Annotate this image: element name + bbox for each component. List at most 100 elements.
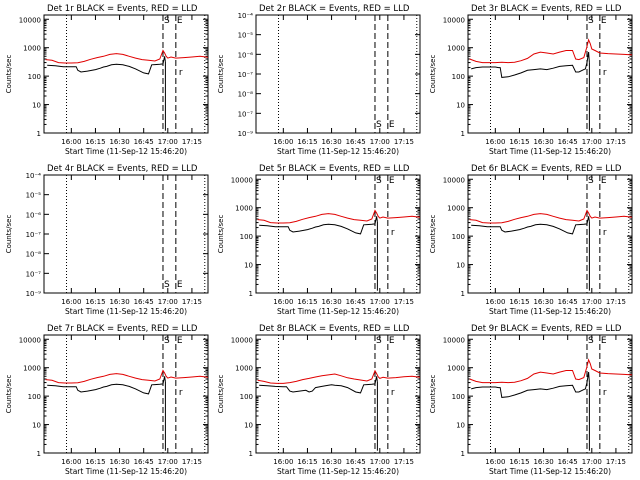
x-tick-label: 17:00 [158, 138, 178, 146]
y-tick-label: 1 [461, 290, 465, 298]
x-tick-label: 16:15 [85, 298, 105, 306]
lld-series-line [469, 358, 633, 384]
y-tick-label: 10000 [231, 336, 253, 344]
y-tick-label: 100 [452, 73, 465, 81]
x-tick-label: 17:15 [394, 298, 414, 306]
x-tick-label: 16:00 [61, 138, 81, 146]
plot-frame [43, 14, 209, 134]
y-tick-label: 10⁻⁷ [238, 71, 254, 79]
y-tick-label: 10 [456, 422, 465, 430]
lld-series-line [469, 38, 633, 64]
y-tick-label: 10⁻⁷ [26, 270, 42, 278]
y-tick-label: 100 [28, 393, 41, 401]
x-tick-label: 17:00 [370, 458, 390, 466]
marker-r-label: r [603, 388, 607, 398]
x-tick-label: 17:00 [158, 458, 178, 466]
x-axis-label: Start Time (11-Sep-12 15:46:20) [489, 467, 611, 476]
lld-series-line [469, 209, 633, 224]
marker-s-label: S [164, 280, 170, 290]
lld-series-line [257, 209, 421, 224]
y-tick-label: 1000 [447, 365, 465, 373]
events-series-line [259, 376, 378, 394]
panel-title: Det 4r BLACK = Events, RED = LLD [47, 164, 198, 174]
marker-s-label: S [164, 16, 170, 26]
events-series-line [471, 216, 590, 235]
panel-title: Det 6r BLACK = Events, RED = LLD [471, 164, 622, 174]
panel-2: Det 2r BLACK = Events, RED = LLD Counts/s… [217, 4, 421, 156]
x-tick-label: 16:30 [109, 138, 129, 146]
marker-r-label: r [391, 228, 395, 238]
y-tick-label: 100 [240, 393, 253, 401]
y-tick-label: 100 [240, 233, 253, 241]
panel-4: Det 4r BLACK = Events, RED = LLD Counts/s… [5, 164, 209, 316]
y-tick-label: 10⁻⁵ [238, 32, 254, 40]
x-tick-label: 16:00 [485, 138, 505, 146]
marker-e-label: E [601, 336, 607, 346]
marker-r-label: r [179, 388, 183, 398]
x-tick-label: 16:15 [297, 138, 317, 146]
y-tick-label: 100 [28, 73, 41, 81]
y-tick-label: 10⁻⁸ [238, 91, 254, 99]
panel-9: Det 9r BLACK = Events, RED = LLD Counts/s… [429, 324, 633, 476]
x-tick-label: 16:45 [558, 458, 578, 466]
panel-5: Det 5r BLACK = Events, RED = LLD Counts/s… [217, 164, 421, 316]
panel-title: Det 8r BLACK = Events, RED = LLD [259, 324, 410, 334]
events-series-line [471, 372, 590, 398]
y-tick-label: 10000 [19, 16, 41, 24]
y-tick-label: 10000 [443, 176, 465, 184]
marker-e-label: E [177, 280, 183, 290]
x-tick-label: 17:00 [370, 298, 390, 306]
marker-s-label: S [588, 16, 594, 26]
plot-frame [43, 334, 209, 454]
y-tick-label: 10⁻⁸ [26, 251, 42, 259]
marker-r-label: r [179, 68, 183, 78]
x-tick-label: 16:30 [321, 458, 341, 466]
panel-title: Det 5r BLACK = Events, RED = LLD [259, 164, 410, 174]
y-axis-label: Counts/sec [217, 55, 225, 94]
plot-frame [255, 14, 421, 134]
y-tick-label: 1000 [235, 365, 253, 373]
x-tick-label: 17:15 [182, 458, 202, 466]
panel-title: Det 2r BLACK = Events, RED = LLD [259, 4, 410, 14]
y-tick-label: 1000 [23, 365, 41, 373]
marker-e-label: E [389, 176, 395, 186]
y-tick-label: 1000 [23, 45, 41, 53]
y-tick-label: 10⁻⁵ [26, 192, 42, 200]
lld-series-line [45, 49, 209, 64]
panel-title: Det 7r BLACK = Events, RED = LLD [47, 324, 198, 334]
x-axis-label: Start Time (11-Sep-12 15:46:20) [65, 467, 187, 476]
x-tick-label: 16:30 [533, 458, 553, 466]
y-tick-label: 10 [244, 262, 253, 270]
x-tick-label: 16:00 [485, 458, 505, 466]
marker-s-label: S [376, 336, 382, 346]
y-tick-label: 1000 [447, 205, 465, 213]
x-tick-label: 16:15 [509, 298, 529, 306]
marker-s-label: S [376, 176, 382, 186]
x-tick-label: 17:00 [582, 298, 602, 306]
y-tick-label: 10 [32, 102, 41, 110]
x-tick-label: 16:30 [321, 298, 341, 306]
x-tick-label: 16:30 [109, 298, 129, 306]
marker-e-label: E [601, 16, 607, 26]
lld-series-line [45, 369, 209, 384]
x-tick-label: 17:00 [582, 458, 602, 466]
x-tick-label: 16:45 [558, 298, 578, 306]
events-series-line [47, 376, 166, 395]
y-axis-label: Counts/sec [5, 55, 13, 94]
y-tick-label: 10⁻⁴ [238, 12, 254, 20]
panel-6: Det 6r BLACK = Events, RED = LLD Counts/s… [429, 164, 633, 316]
panel-3: Det 3r BLACK = Events, RED = LLD Counts/s… [429, 4, 633, 156]
x-tick-label: 17:15 [394, 138, 414, 146]
plot-frame [255, 334, 421, 454]
marker-e-label: E [389, 120, 395, 130]
y-tick-label: 10⁻⁹ [26, 290, 42, 298]
events-series-line [259, 216, 378, 235]
y-tick-label: 1 [249, 290, 253, 298]
marker-s-label: S [164, 336, 170, 346]
x-tick-label: 16:45 [346, 298, 366, 306]
x-tick-label: 16:15 [85, 458, 105, 466]
y-tick-label: 10⁻⁶ [238, 51, 254, 59]
x-tick-label: 17:15 [394, 458, 414, 466]
y-tick-label: 1 [461, 130, 465, 138]
y-tick-label: 1000 [447, 45, 465, 53]
